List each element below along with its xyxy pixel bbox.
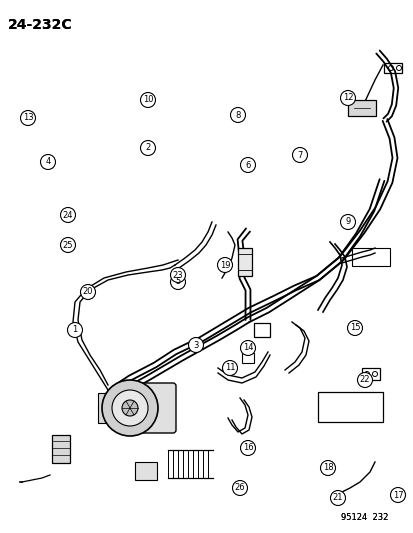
Text: 25: 25	[63, 240, 73, 249]
Circle shape	[347, 320, 362, 335]
Text: 4: 4	[45, 157, 50, 166]
Circle shape	[21, 110, 36, 125]
Text: 95124  232: 95124 232	[340, 513, 387, 522]
Text: 11: 11	[224, 364, 235, 373]
Circle shape	[80, 285, 95, 300]
Text: 22: 22	[359, 376, 369, 384]
Text: 18: 18	[322, 464, 332, 472]
Circle shape	[240, 341, 255, 356]
Text: 13: 13	[23, 114, 33, 123]
Circle shape	[188, 337, 203, 352]
Circle shape	[222, 360, 237, 376]
Text: 5: 5	[175, 278, 180, 287]
Circle shape	[230, 108, 245, 123]
Text: 26: 26	[234, 483, 245, 492]
Circle shape	[357, 373, 372, 387]
Circle shape	[102, 380, 158, 436]
Text: 16: 16	[242, 443, 253, 453]
Circle shape	[389, 488, 404, 503]
Text: 14: 14	[242, 343, 253, 352]
Text: 7: 7	[297, 150, 302, 159]
FancyBboxPatch shape	[347, 100, 375, 116]
Circle shape	[339, 91, 355, 106]
FancyBboxPatch shape	[237, 248, 252, 276]
Text: 9: 9	[344, 217, 350, 227]
Circle shape	[40, 155, 55, 169]
Text: 24-232C: 24-232C	[8, 18, 72, 32]
Text: 10: 10	[142, 95, 153, 104]
Text: 21: 21	[332, 494, 342, 503]
Text: 24-232C: 24-232C	[8, 18, 72, 32]
FancyBboxPatch shape	[135, 462, 157, 480]
Circle shape	[122, 400, 138, 416]
Text: 20: 20	[83, 287, 93, 296]
Circle shape	[330, 490, 345, 505]
Circle shape	[140, 141, 155, 156]
Text: 12: 12	[342, 93, 352, 102]
Circle shape	[170, 268, 185, 282]
Circle shape	[140, 93, 155, 108]
Circle shape	[292, 148, 307, 163]
Circle shape	[339, 214, 355, 230]
Text: 23: 23	[172, 271, 183, 279]
Circle shape	[217, 257, 232, 272]
Circle shape	[232, 481, 247, 496]
FancyBboxPatch shape	[98, 393, 106, 423]
Circle shape	[112, 390, 147, 426]
FancyBboxPatch shape	[120, 383, 176, 433]
FancyBboxPatch shape	[52, 435, 70, 463]
Circle shape	[240, 440, 255, 456]
Text: 15: 15	[349, 324, 359, 333]
Circle shape	[170, 274, 185, 289]
Circle shape	[60, 238, 75, 253]
Circle shape	[240, 157, 255, 173]
Text: 95124  232: 95124 232	[340, 513, 387, 522]
Text: 8: 8	[235, 110, 240, 119]
Text: 6: 6	[245, 160, 250, 169]
Text: 3: 3	[193, 341, 198, 350]
Text: 19: 19	[219, 261, 230, 270]
Text: 1: 1	[72, 326, 78, 335]
Text: 17: 17	[392, 490, 402, 499]
Circle shape	[320, 461, 335, 475]
Circle shape	[60, 207, 75, 222]
Text: 24: 24	[63, 211, 73, 220]
Text: 2: 2	[145, 143, 150, 152]
Circle shape	[67, 322, 82, 337]
